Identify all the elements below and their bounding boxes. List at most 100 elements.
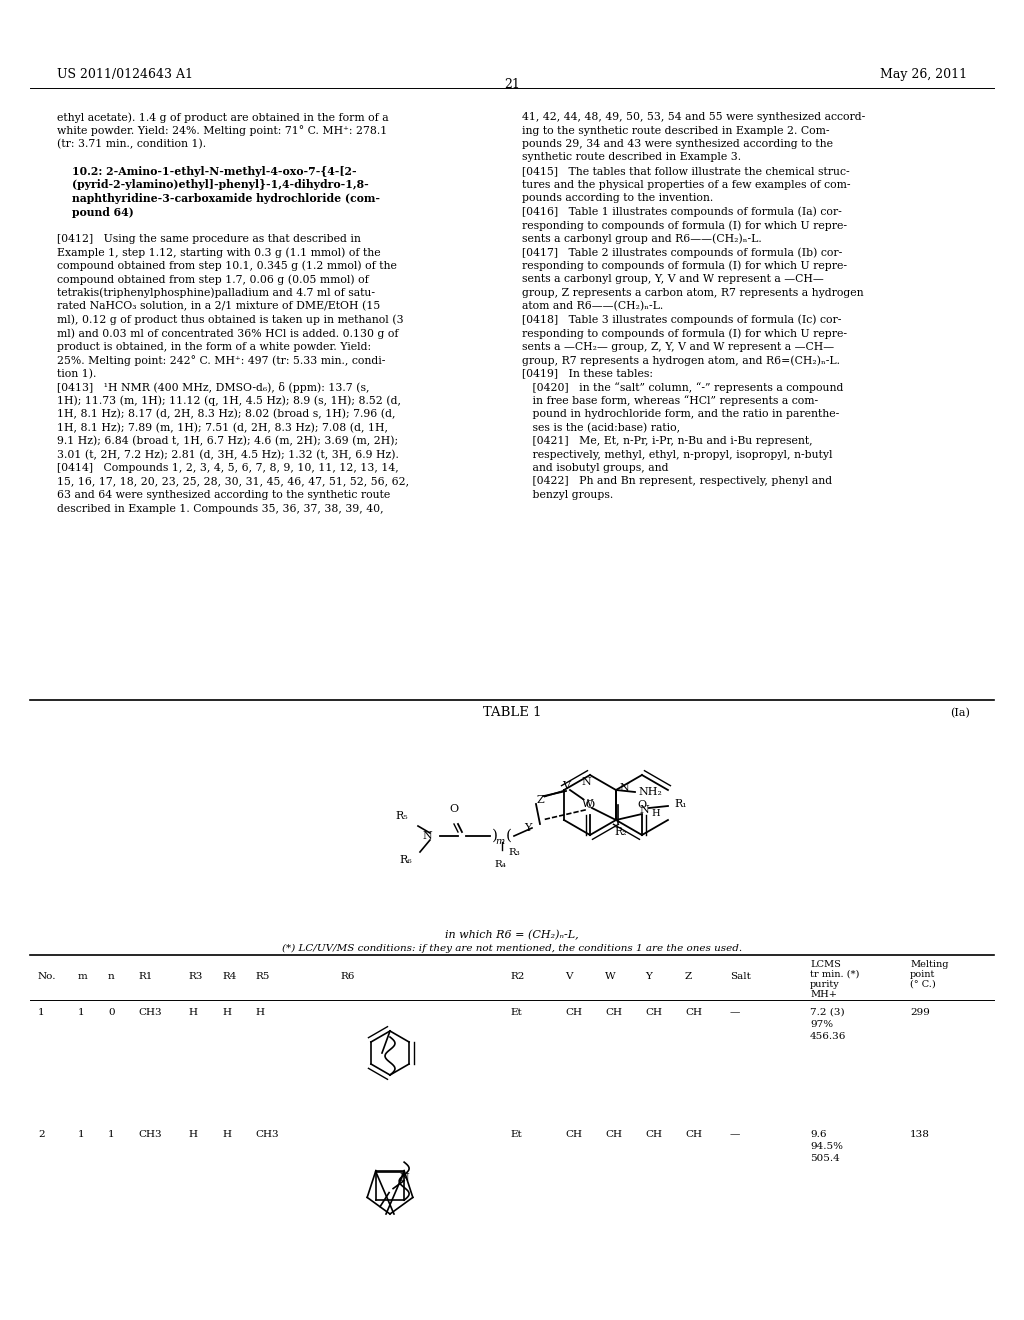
Text: pounds according to the invention.: pounds according to the invention. xyxy=(522,193,714,203)
Text: 505.4: 505.4 xyxy=(810,1154,840,1163)
Text: naphthyridine-3-carboxamide hydrochloride (com-: naphthyridine-3-carboxamide hydrochlorid… xyxy=(57,193,380,205)
Text: CH: CH xyxy=(645,1008,662,1016)
Text: n: n xyxy=(108,972,115,981)
Text: H: H xyxy=(255,1008,264,1016)
Text: R₆: R₆ xyxy=(399,855,412,865)
Text: [0422]   Ph and Bn represent, respectively, phenyl and: [0422] Ph and Bn represent, respectively… xyxy=(522,477,833,487)
Text: point: point xyxy=(910,970,935,979)
Text: R1: R1 xyxy=(138,972,153,981)
Text: sents a carbonyl group, Y, V and W represent a —CH—: sents a carbonyl group, Y, V and W repre… xyxy=(522,275,823,284)
Text: pounds 29, 34 and 43 were synthesized according to the: pounds 29, 34 and 43 were synthesized ac… xyxy=(522,139,833,149)
Text: H: H xyxy=(188,1130,197,1139)
Text: Example 1, step 1.12, starting with 0.3 g (1.1 mmol) of the: Example 1, step 1.12, starting with 0.3 … xyxy=(57,247,381,257)
Text: ses is the (acid:base) ratio,: ses is the (acid:base) ratio, xyxy=(522,422,680,433)
Text: [0413]   ¹H NMR (400 MHz, DMSO-d₆), δ (ppm): 13.7 (s,: [0413] ¹H NMR (400 MHz, DMSO-d₆), δ (ppm… xyxy=(57,381,370,393)
Text: [0415]   The tables that follow illustrate the chemical struc-: [0415] The tables that follow illustrate… xyxy=(522,166,850,176)
Text: R3: R3 xyxy=(188,972,203,981)
Text: tr min. (*): tr min. (*) xyxy=(810,970,859,979)
Text: 10.2: 2-Amino-1-ethyl-N-methyl-4-oxo-7-{4-[2-: 10.2: 2-Amino-1-ethyl-N-methyl-4-oxo-7-{… xyxy=(57,166,356,177)
Text: 25%. Melting point: 242° C. MH⁺: 497 (tr: 5.33 min., condi-: 25%. Melting point: 242° C. MH⁺: 497 (tr… xyxy=(57,355,385,366)
Text: 1: 1 xyxy=(38,1008,45,1016)
Text: Et: Et xyxy=(510,1008,522,1016)
Text: O: O xyxy=(586,800,595,810)
Text: product is obtained, in the form of a white powder. Yield:: product is obtained, in the form of a wh… xyxy=(57,342,371,351)
Text: group, R7 represents a hydrogen atom, and R6=(CH₂)ₙ-L.: group, R7 represents a hydrogen atom, an… xyxy=(522,355,840,366)
Text: R₄: R₄ xyxy=(494,861,506,869)
Text: CH: CH xyxy=(685,1008,702,1016)
Text: sents a carbonyl group and R6——(CH₂)ₙ-L.: sents a carbonyl group and R6——(CH₂)ₙ-L. xyxy=(522,234,762,244)
Text: H: H xyxy=(222,1008,231,1016)
Text: CH3: CH3 xyxy=(138,1008,162,1016)
Text: pound 64): pound 64) xyxy=(57,206,134,218)
Text: (: ( xyxy=(506,829,512,843)
Text: m: m xyxy=(495,837,504,846)
Text: N: N xyxy=(582,777,591,787)
Text: [0421]   Me, Et, n-Pr, i-Pr, n-Bu and i-Bu represent,: [0421] Me, Et, n-Pr, i-Pr, n-Bu and i-Bu… xyxy=(522,436,813,446)
Text: 94.5%: 94.5% xyxy=(810,1142,843,1151)
Text: 299: 299 xyxy=(910,1008,930,1016)
Text: V: V xyxy=(565,972,572,981)
Text: group, Z represents a carbon atom, R7 represents a hydrogen: group, Z represents a carbon atom, R7 re… xyxy=(522,288,863,297)
Text: responding to compounds of formula (I) for which U repre-: responding to compounds of formula (I) f… xyxy=(522,327,847,338)
Text: LCMS: LCMS xyxy=(810,960,841,969)
Text: Et: Et xyxy=(510,1130,522,1139)
Text: 15, 16, 17, 18, 20, 23, 25, 28, 30, 31, 45, 46, 47, 51, 52, 56, 62,: 15, 16, 17, 18, 20, 23, 25, 28, 30, 31, … xyxy=(57,477,410,487)
Text: ml), 0.12 g of product thus obtained is taken up in methanol (3: ml), 0.12 g of product thus obtained is … xyxy=(57,314,403,325)
Text: H: H xyxy=(222,1130,231,1139)
Text: R2: R2 xyxy=(510,972,524,981)
Text: Y: Y xyxy=(524,822,532,833)
Text: R₁: R₁ xyxy=(674,799,687,809)
Text: [0417]   Table 2 illustrates compounds of formula (Ib) cor-: [0417] Table 2 illustrates compounds of … xyxy=(522,247,843,257)
Text: purity: purity xyxy=(810,979,840,989)
Text: [0416]   Table 1 illustrates compounds of formula (Ia) cor-: [0416] Table 1 illustrates compounds of … xyxy=(522,206,842,216)
Text: 138: 138 xyxy=(910,1130,930,1139)
Text: 1: 1 xyxy=(78,1130,85,1139)
Text: TABLE 1: TABLE 1 xyxy=(482,706,542,719)
Text: —: — xyxy=(730,1008,740,1016)
Text: atom and R6——(CH₂)ₙ-L.: atom and R6——(CH₂)ₙ-L. xyxy=(522,301,664,312)
Text: R6: R6 xyxy=(340,972,354,981)
Text: May 26, 2011: May 26, 2011 xyxy=(880,69,967,81)
Text: (° C.): (° C.) xyxy=(910,979,936,989)
Text: CH3: CH3 xyxy=(138,1130,162,1139)
Text: 2: 2 xyxy=(38,1130,45,1139)
Text: 1: 1 xyxy=(78,1008,85,1016)
Text: 9.1 Hz); 6.84 (broad t, 1H, 6.7 Hz); 4.6 (m, 2H); 3.69 (m, 2H);: 9.1 Hz); 6.84 (broad t, 1H, 6.7 Hz); 4.6… xyxy=(57,436,398,446)
Text: W: W xyxy=(605,972,615,981)
Text: US 2011/0124643 A1: US 2011/0124643 A1 xyxy=(57,69,193,81)
Text: CH: CH xyxy=(645,1130,662,1139)
Text: [0420]   in the “salt” column, “-” represents a compound: [0420] in the “salt” column, “-” represe… xyxy=(522,381,844,393)
Text: O: O xyxy=(637,800,646,810)
Text: described in Example 1. Compounds 35, 36, 37, 38, 39, 40,: described in Example 1. Compounds 35, 36… xyxy=(57,503,384,513)
Text: Z: Z xyxy=(685,972,692,981)
Text: [0412]   Using the same procedure as that described in: [0412] Using the same procedure as that … xyxy=(57,234,360,243)
Text: Y: Y xyxy=(645,972,652,981)
Text: N: N xyxy=(399,1172,409,1183)
Text: CH3: CH3 xyxy=(255,1130,279,1139)
Text: responding to compounds of formula (I) for which U repre-: responding to compounds of formula (I) f… xyxy=(522,260,847,271)
Text: CH: CH xyxy=(565,1008,582,1016)
Text: O: O xyxy=(450,804,459,814)
Text: Salt: Salt xyxy=(730,972,751,981)
Text: 7.2 (3): 7.2 (3) xyxy=(810,1008,845,1016)
Text: R4: R4 xyxy=(222,972,237,981)
Text: CH: CH xyxy=(605,1130,622,1139)
Text: Z: Z xyxy=(537,795,544,805)
Text: synthetic route described in Example 3.: synthetic route described in Example 3. xyxy=(522,153,741,162)
Text: N: N xyxy=(618,783,629,793)
Text: sents a —CH₂— group, Z, Y, V and W represent a —CH—: sents a —CH₂— group, Z, Y, V and W repre… xyxy=(522,342,835,351)
Text: No.: No. xyxy=(38,972,56,981)
Text: 21: 21 xyxy=(504,78,520,91)
Text: —: — xyxy=(730,1130,740,1139)
Text: [0414]   Compounds 1, 2, 3, 4, 5, 6, 7, 8, 9, 10, 11, 12, 13, 14,: [0414] Compounds 1, 2, 3, 4, 5, 6, 7, 8,… xyxy=(57,463,398,473)
Text: 1H, 8.1 Hz); 7.89 (m, 1H); 7.51 (d, 2H, 8.3 Hz); 7.08 (d, 1H,: 1H, 8.1 Hz); 7.89 (m, 1H); 7.51 (d, 2H, … xyxy=(57,422,388,433)
Text: [0419]   In these tables:: [0419] In these tables: xyxy=(522,368,653,379)
Text: R₂: R₂ xyxy=(614,828,628,837)
Text: pound in hydrochloride form, and the ratio in parenthe-: pound in hydrochloride form, and the rat… xyxy=(522,409,840,418)
Text: ing to the synthetic route described in Example 2. Com-: ing to the synthetic route described in … xyxy=(522,125,829,136)
Text: N: N xyxy=(422,832,432,841)
Text: in free base form, whereas “HCl” represents a com-: in free base form, whereas “HCl” represe… xyxy=(522,396,818,407)
Text: 3.01 (t, 2H, 7.2 Hz); 2.81 (d, 3H, 4.5 Hz); 1.32 (t, 3H, 6.9 Hz).: 3.01 (t, 2H, 7.2 Hz); 2.81 (d, 3H, 4.5 H… xyxy=(57,450,399,459)
Text: compound obtained from step 1.7, 0.06 g (0.05 mmol) of: compound obtained from step 1.7, 0.06 g … xyxy=(57,275,369,285)
Text: CH: CH xyxy=(605,1008,622,1016)
